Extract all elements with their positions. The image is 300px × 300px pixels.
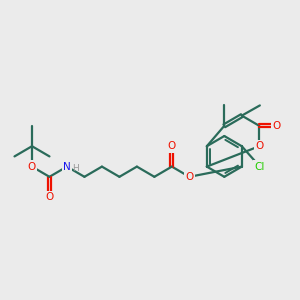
Text: O: O	[168, 141, 176, 151]
Text: O: O	[28, 162, 36, 172]
Text: O: O	[255, 141, 263, 151]
Text: Cl: Cl	[255, 162, 265, 172]
Text: O: O	[185, 172, 194, 182]
Text: O: O	[273, 121, 281, 131]
Text: O: O	[45, 192, 54, 202]
Text: H: H	[72, 164, 79, 172]
Text: N: N	[63, 162, 71, 172]
